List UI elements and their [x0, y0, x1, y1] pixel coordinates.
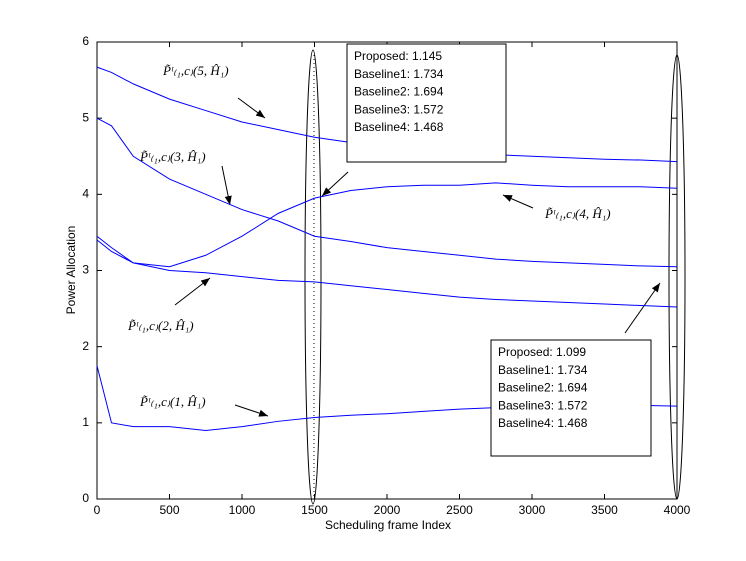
series-line [96, 117, 678, 268]
y-tick-label: 5 [82, 110, 89, 124]
series-label: P̃ᵗ₍₁,c₎(4, Ĥ₁) [544, 206, 611, 221]
annotation-text: Baseline3: 1.572 [354, 102, 444, 116]
series-label: P̃ᵗ₍₁,c₎(3, Ĥ₁) [139, 149, 206, 164]
annotation-text: Baseline1: 1.734 [354, 67, 444, 81]
series-label: P̃ᵗ₍₁,c₎(5, Ĥ₁) [162, 63, 229, 78]
highlight-ellipse [304, 49, 322, 505]
y-axis-label: Power Allocation [64, 226, 78, 315]
x-tick-label: 4000 [664, 503, 691, 517]
annotation-box [490, 339, 652, 457]
y-tick-label: 3 [82, 263, 89, 277]
arrow [237, 97, 266, 119]
arrow [321, 171, 349, 197]
annotation-text: Proposed: 1.099 [498, 345, 586, 359]
arrow [221, 165, 232, 206]
series-line [96, 182, 678, 268]
y-tick-label: 0 [82, 491, 89, 505]
arrow [234, 404, 269, 417]
annotation-text: Baseline3: 1.572 [498, 398, 588, 412]
y-tick-label: 6 [82, 34, 89, 48]
x-tick-label: 1000 [229, 503, 256, 517]
series-label: P̃ᵗ₍₁,c₎(1, Ĥ₁) [139, 394, 206, 409]
annotation-text: Baseline2: 1.694 [498, 381, 588, 395]
series-line [96, 239, 678, 308]
y-tick-label: 1 [82, 415, 89, 429]
x-tick-label: 0 [94, 503, 101, 517]
arrow [174, 277, 211, 306]
arrow [624, 282, 661, 334]
arrows [174, 97, 661, 417]
annotation-text: Baseline4: 1.468 [498, 416, 588, 430]
series-label: P̃ᵗ₍₁,c₎(2, Ĥ₁) [127, 318, 194, 333]
annotation-text: Baseline4: 1.468 [354, 120, 444, 134]
x-tick-label: 2000 [374, 503, 401, 517]
x-tick-label: 2500 [446, 503, 473, 517]
x-tick-label: 3500 [591, 503, 618, 517]
y-tick-label: 4 [82, 187, 89, 201]
x-axis-label: Scheduling frame Index [325, 518, 451, 532]
arrow [502, 194, 534, 209]
x-tick-label: 500 [159, 503, 179, 517]
annotation-text: Baseline2: 1.694 [354, 85, 444, 99]
annotation-text: Proposed: 1.145 [354, 49, 442, 63]
annotation-box [346, 43, 507, 163]
x-tick-label: 1500 [301, 503, 328, 517]
y-tick-label: 2 [82, 339, 89, 353]
x-tick-label: 3000 [519, 503, 546, 517]
annotation-text: Baseline1: 1.734 [498, 363, 588, 377]
